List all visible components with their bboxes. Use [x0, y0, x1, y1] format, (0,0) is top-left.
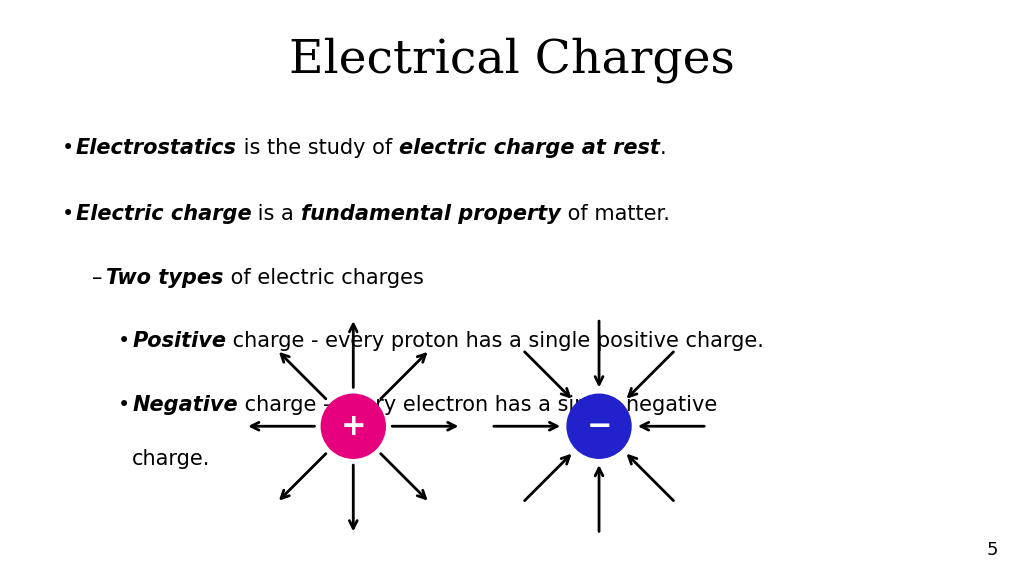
- Text: –: –: [92, 268, 102, 288]
- Text: •: •: [118, 331, 130, 351]
- Text: •: •: [61, 204, 74, 225]
- Text: charge.: charge.: [132, 449, 211, 469]
- Text: of matter.: of matter.: [561, 204, 670, 225]
- Ellipse shape: [567, 394, 631, 458]
- Text: charge - every proton has a single positive charge.: charge - every proton has a single posit…: [226, 331, 764, 351]
- Text: of electric charges: of electric charges: [224, 268, 424, 288]
- Text: Electrostatics: Electrostatics: [76, 138, 237, 158]
- Text: •: •: [61, 138, 74, 158]
- Text: Positive: Positive: [132, 331, 226, 351]
- Text: •: •: [118, 395, 130, 415]
- Text: +: +: [340, 412, 367, 441]
- Text: is a: is a: [252, 204, 301, 225]
- Text: is the study of: is the study of: [237, 138, 398, 158]
- Text: −: −: [587, 412, 611, 441]
- Text: charge - every electron has a single negative: charge - every electron has a single neg…: [238, 395, 717, 415]
- Text: Electrical Charges: Electrical Charges: [289, 37, 735, 83]
- Text: electric charge at rest: electric charge at rest: [398, 138, 659, 158]
- Ellipse shape: [322, 394, 385, 458]
- Text: fundamental property: fundamental property: [301, 204, 561, 225]
- Text: Two types: Two types: [106, 268, 224, 288]
- Text: 5: 5: [987, 541, 998, 559]
- Text: Electric charge: Electric charge: [76, 204, 252, 225]
- Text: Negative: Negative: [132, 395, 238, 415]
- Text: .: .: [659, 138, 666, 158]
